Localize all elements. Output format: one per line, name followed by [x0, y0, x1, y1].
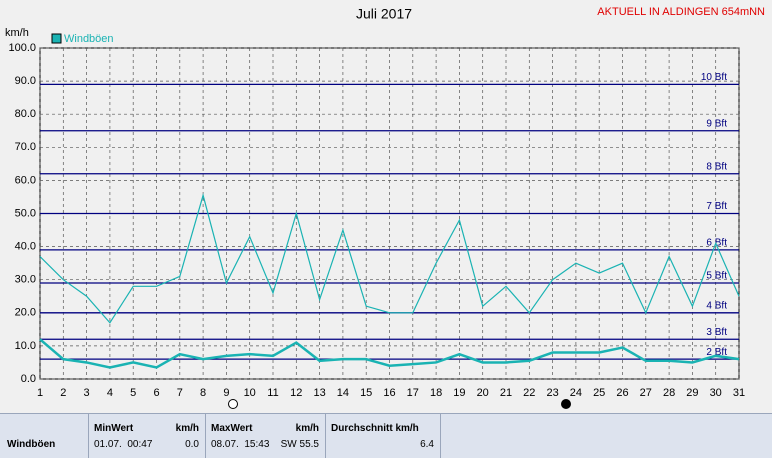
x-tick-label: 3: [84, 387, 90, 399]
x-tick-label: 9: [223, 387, 229, 399]
max-cell: MaxWert km/h 08.07. 15:43 SW 55.5: [205, 414, 326, 458]
min-unit: km/h: [175, 423, 199, 434]
y-tick-label: 50.0: [15, 207, 36, 219]
x-tick-label: 31: [733, 387, 745, 399]
beaufort-label: 5 Bft: [706, 271, 727, 282]
x-tick-label: 13: [313, 387, 325, 399]
beaufort-label: 6 Bft: [706, 238, 727, 249]
x-tick-label: 8: [200, 387, 206, 399]
beaufort-label: 3 Bft: [706, 327, 727, 338]
beaufort-label: 2 Bft: [706, 347, 727, 358]
max-time: 08.07. 15:43: [211, 439, 270, 450]
beaufort-label: 9 Bft: [706, 118, 727, 129]
x-tick-label: 21: [500, 387, 512, 399]
chart: Juli 2017 AKTUELL IN ALDINGEN 654mNN km/…: [5, 6, 765, 409]
avg-cell: Durchschnitt km/h 6.4: [325, 414, 441, 458]
x-tick-label: 20: [477, 387, 489, 399]
chart-title: Juli 2017: [356, 6, 412, 22]
avg-title: Durchschnitt km/h: [331, 423, 419, 434]
legend-swatch: [51, 33, 62, 44]
x-tick-label: 27: [640, 387, 652, 399]
beaufort-label: 7 Bft: [706, 201, 727, 212]
x-tick-label: 18: [430, 387, 442, 399]
y-tick-label: 60.0: [15, 174, 36, 186]
x-tick-label: 2: [60, 387, 66, 399]
x-tick-label: 16: [383, 387, 395, 399]
x-tick-label: 29: [686, 387, 698, 399]
series-line: [39, 338, 740, 369]
row-label: Windböen: [7, 439, 56, 450]
min-cell: MinWert km/h 01.07. 00:47 0.0: [88, 414, 206, 458]
y-tick-label: 30.0: [15, 274, 36, 286]
row-label-cell: Windböen: [0, 414, 89, 458]
x-tick-label: 11: [267, 387, 278, 399]
y-tick-label: 20.0: [15, 307, 36, 319]
new-moon-icon: [561, 399, 571, 409]
beaufort-label: 4 Bft: [706, 300, 727, 311]
x-tick-label: 28: [663, 387, 675, 399]
series-line: [39, 193, 740, 324]
x-tick-label: 6: [153, 387, 159, 399]
avg-value: 6.4: [420, 439, 434, 450]
x-tick-label: 25: [593, 387, 605, 399]
x-tick-label: 10: [244, 387, 256, 399]
min-time: 01.07. 00:47: [94, 439, 153, 450]
x-tick-label: 14: [337, 387, 349, 399]
stats-panel: Windböen MinWert km/h 01.07. 00:47 0.0 M…: [0, 413, 772, 458]
x-tick-label: 4: [107, 387, 113, 399]
y-tick-label: 10.0: [15, 340, 36, 352]
x-tick-label: 1: [37, 387, 43, 399]
x-tick-label: 12: [290, 387, 302, 399]
max-unit: km/h: [295, 423, 319, 434]
max-title: MaxWert: [211, 423, 253, 434]
x-tick-label: 17: [407, 387, 419, 399]
full-moon-icon: [228, 399, 238, 409]
y-tick-label: 40.0: [15, 241, 36, 253]
x-tick-label: 5: [130, 387, 136, 399]
y-tick-label: 90.0: [15, 75, 36, 87]
x-tick-label: 26: [616, 387, 628, 399]
min-value: 0.0: [185, 439, 199, 450]
y-tick-label: 80.0: [15, 108, 36, 120]
x-tick-label: 30: [710, 387, 722, 399]
max-value: SW 55.5: [280, 439, 319, 450]
y-tick-label: 70.0: [15, 141, 36, 153]
x-tick-label: 23: [546, 387, 558, 399]
legend-label: Windböen: [64, 33, 114, 45]
x-tick-label: 15: [360, 387, 372, 399]
y-tick-label: 0.0: [21, 373, 36, 385]
x-tick-label: 22: [523, 387, 535, 399]
x-tick-label: 19: [453, 387, 465, 399]
x-tick-label: 24: [570, 387, 582, 399]
chart-subtitle: AKTUELL IN ALDINGEN 654mNN: [597, 6, 765, 18]
min-title: MinWert: [94, 423, 134, 434]
y-axis-label: km/h: [5, 27, 29, 39]
x-tick-label: 7: [177, 387, 183, 399]
beaufort-label: 8 Bft: [706, 161, 727, 172]
y-tick-label: 100.0: [8, 42, 36, 54]
beaufort-label: 10 Bft: [701, 72, 727, 83]
